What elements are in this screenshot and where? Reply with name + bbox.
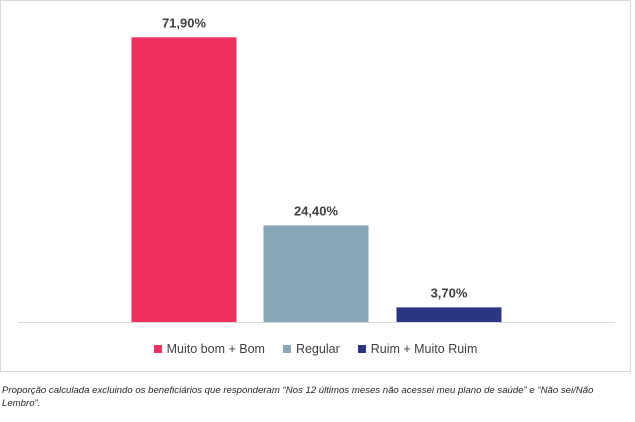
bar-1 xyxy=(263,225,369,322)
bar-0 xyxy=(131,37,237,322)
legend: Muito bom + Bom Regular Ruim + Muito Rui… xyxy=(0,342,631,356)
bars xyxy=(131,37,502,322)
legend-swatch xyxy=(153,345,162,353)
legend-item-regular: Regular xyxy=(282,342,340,356)
legend-swatch xyxy=(282,345,291,353)
legend-item-ruim-muito-ruim: Ruim + Muito Ruim xyxy=(357,342,478,356)
data-label-1: 24,40% xyxy=(294,203,339,218)
footnote: Proporção calculada excluindo os benefic… xyxy=(2,385,594,409)
data-label-2: 3,70% xyxy=(431,285,468,300)
legend-label: Ruim + Muito Ruim xyxy=(370,342,478,356)
data-labels: 71,90% 24,40% 3,70% xyxy=(162,15,468,300)
legend-label: Muito bom + Bom xyxy=(166,342,265,356)
data-label-0: 71,90% xyxy=(162,15,207,30)
bar-2 xyxy=(396,307,502,322)
legend-label: Regular xyxy=(295,342,340,356)
chart-area: 71,90% 24,40% 3,70% xyxy=(0,0,631,372)
bar-chart: 71,90% 24,40% 3,70% xyxy=(18,15,615,323)
legend-item-muito-bom-bom: Muito bom + Bom xyxy=(153,342,265,356)
legend-swatch xyxy=(357,345,366,353)
